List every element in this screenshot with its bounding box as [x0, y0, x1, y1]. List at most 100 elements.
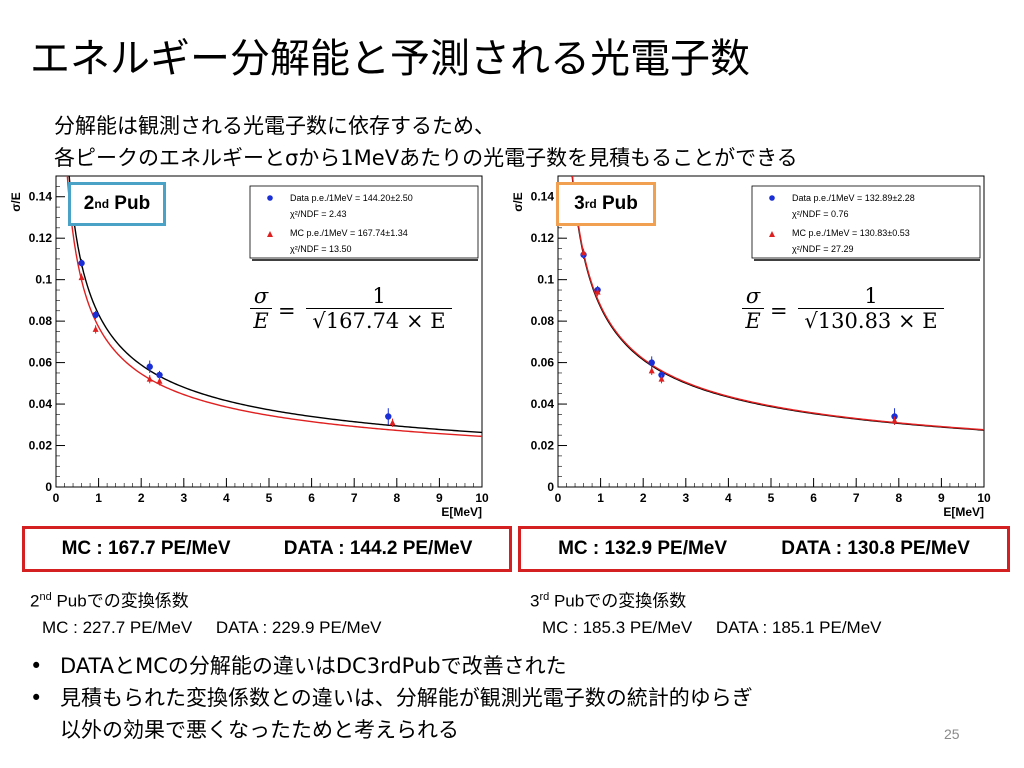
chart-3rd-xtick-label: 4 — [725, 491, 732, 505]
chart-2nd-pub: 0 1 2 3 4 5 6 7 8 9 10 0 0.02 0.04 0.06 0.08 0.1 0.12 0.14… — [9, 175, 489, 519]
formula-left-energy: E — [253, 309, 269, 333]
chart-2nd-ytick-label: 0 — [45, 480, 52, 494]
chart-3rd-point-mc — [891, 417, 898, 424]
page-number: 25 — [944, 726, 960, 742]
chart-3rd-legend-data-label: Data p.e./1MeV = 132.89±2.28 — [792, 193, 915, 203]
chart-2nd-ytick-label: 0.12 — [29, 231, 53, 245]
conversion-3rd-values: MC : 185.3 PE/MeV DATA : 185.1 PE/MeV — [542, 617, 882, 637]
tag-2nd-pub-base: 2 — [83, 193, 95, 214]
formula-left-lhs: σ E — [250, 284, 272, 333]
conversion-3rd-sup: rd — [539, 591, 550, 603]
chart-3rd-ytick-label: 0.1 — [537, 273, 554, 287]
chart-2nd-xtick-label: 7 — [351, 491, 358, 505]
formula-right-rhs: 1 √130.83 × E — [798, 284, 944, 333]
bullet-item-2: • 見積もられた変換係数との違いは、分解能が観測光電子数の統計的ゆらぎ — [30, 682, 753, 714]
chart-3rd-point-data — [658, 371, 665, 379]
chart-3rd-ytick-label: 0.14 — [531, 190, 555, 204]
bullet-marker-2: • — [30, 686, 43, 710]
bullet-marker-1: • — [30, 654, 43, 678]
chart-3rd-point-mc — [658, 375, 665, 382]
chart-3rd-xtick-label: 5 — [768, 491, 775, 505]
formula-left-root-arg: 167.74 × E — [325, 308, 446, 333]
chart-3rd-legend-mc-label: MC p.e./1MeV = 130.83±0.53 — [792, 228, 910, 238]
tag-2nd-pub-sup: nd — [94, 197, 110, 211]
conclusion-bullets: • DATAとMCの分解能の違いはDC3rdPubで改善された • 見積もられた… — [30, 650, 753, 746]
chart-3rd-ytick-label: 0 — [547, 480, 554, 494]
chart-2nd-ytick-label: 0.1 — [35, 273, 52, 287]
formula-right-sigma: σ — [745, 284, 761, 308]
chart-2nd-xtick-label: 6 — [308, 491, 315, 505]
formula-left-sqrt: √ — [312, 309, 326, 333]
chart-3rd-xtick-label: 2 — [640, 491, 647, 505]
chart-2nd-legend-marker-data — [267, 195, 273, 201]
result-box-3rd-pub: MC : 132.9 PE/MeV DATA : 130.8 PE/MeV — [518, 526, 1010, 572]
chart-2nd-xtick-label: 5 — [266, 491, 273, 505]
formula-right-sqrt: √ — [804, 309, 818, 333]
result-data-2nd: DATA : 144.2 PE/MeV — [283, 538, 473, 559]
chart-3rd-xtick-label: 1 — [597, 491, 604, 505]
chart-3rd-point-mc — [580, 249, 587, 256]
conversion-3rd-pub: 3rd Pubでの変換係数 MC : 185.3 PE/MeV DATA : 1… — [530, 584, 882, 641]
chart-3rd-xtick-label: 10 — [977, 491, 991, 505]
chart-2nd-ylabel: σ/E — [9, 192, 23, 212]
conversion-2nd-heading: 2nd Pubでの変換係数 — [30, 584, 382, 615]
result-box-2nd-pub: MC : 167.7 PE/MeV DATA : 144.2 PE/MeV — [22, 526, 512, 572]
formula-right-energy: E — [745, 309, 761, 333]
formula-left-one: 1 — [372, 284, 386, 308]
formula-right-lhs: σ E — [742, 284, 764, 333]
chart-3rd-point-mc — [648, 367, 655, 374]
formula-left-rhs: 1 √167.74 × E — [306, 284, 452, 333]
formula-right-root-arg: 130.83 × E — [817, 308, 938, 333]
intro-line-2: 各ピークのエネルギーとσから1MeVあたりの光電子数を見積もることができる — [54, 146, 798, 170]
tag-2nd-pub-rest: Pub — [109, 193, 151, 214]
chart-3rd-xtick-label: 9 — [938, 491, 945, 505]
chart-3rd-ytick-label: 0.04 — [531, 397, 555, 411]
result-mc-2nd: MC : 167.7 PE/MeV — [61, 538, 231, 559]
slide-title: エネルギー分解能と予測される光電子数 — [30, 36, 750, 82]
conversion-2nd-sup: nd — [39, 591, 52, 603]
chart-2nd-legend-data-label: Data p.e./1MeV = 144.20±2.50 — [290, 193, 413, 203]
chart-3rd-legend-marker-mc — [769, 231, 775, 237]
chart-2nd-point-data — [156, 371, 163, 379]
formula-right-equals: = — [770, 299, 788, 323]
chart-2nd-point-data — [385, 413, 392, 420]
chart-2nd-point-mc — [156, 377, 163, 384]
chart-2nd-fit-curve-data — [68, 176, 482, 434]
formula-left-equals: = — [278, 299, 296, 323]
chart-2nd-xtick-label: 8 — [393, 491, 400, 505]
conversion-2nd-rest: Pubでの変換係数 — [51, 591, 189, 611]
conversion-2nd-values: MC : 227.7 PE/MeV DATA : 229.9 PE/MeV — [42, 617, 382, 637]
chart-3rd-legend-data-chi: χ²/NDF = 0.76 — [792, 209, 849, 219]
formula-left: σ E = 1 √167.74 × E — [250, 284, 460, 354]
bullet-item-1: • DATAとMCの分解能の違いはDC3rdPubで改善された — [30, 650, 753, 682]
chart-2nd-point-mc — [146, 375, 153, 382]
bullet-text-1: DATAとMCの分解能の違いはDC3rdPubで改善された — [60, 654, 567, 678]
chart-2nd-ytick-label: 0.14 — [29, 190, 53, 204]
bullet-text-2-cont: 以外の効果で悪くなったためと考えられる — [60, 718, 459, 742]
tag-3rd-pub-base: 3 — [574, 193, 585, 214]
chart-3rd-xtick-label: 6 — [810, 491, 817, 505]
chart-2nd-xtick-label: 9 — [436, 491, 443, 505]
bullet-text-2: 見積もられた変換係数との違いは、分解能が観測光電子数の統計的ゆらぎ — [60, 686, 753, 710]
chart-3rd-xlabel: E[MeV] — [943, 505, 984, 519]
chart-2nd-point-mc — [92, 325, 99, 332]
formula-right-one: 1 — [864, 284, 878, 308]
chart-3rd-legend-box — [751, 185, 981, 259]
chart-2nd-legend-data-chi: χ²/NDF = 2.43 — [290, 209, 347, 219]
chart-3rd-xtick-label: 8 — [895, 491, 902, 505]
chart-2nd-ytick-label: 0.06 — [29, 356, 53, 370]
formula-left-sigma: σ — [253, 284, 269, 308]
conversion-3rd-base: 3 — [530, 591, 540, 611]
chart-2nd-xtick-label: 3 — [180, 491, 187, 505]
chart-3rd-point-mc — [594, 288, 601, 295]
chart-2nd-xtick-label: 0 — [53, 491, 60, 505]
chart-2nd-legend-mc-label: MC p.e./1MeV = 167.74±1.34 — [290, 228, 408, 238]
chart-3rd-ytick-label: 0.08 — [531, 314, 555, 328]
chart-3rd-point-data — [891, 413, 898, 420]
chart-3rd-xtick-label: 7 — [853, 491, 860, 505]
chart-2nd-xtick-label: 4 — [223, 491, 230, 505]
chart-2nd-legend-box — [249, 185, 479, 259]
chart-2nd-ytick-label: 0.02 — [29, 439, 53, 453]
chart-2nd-point-data — [92, 311, 99, 319]
